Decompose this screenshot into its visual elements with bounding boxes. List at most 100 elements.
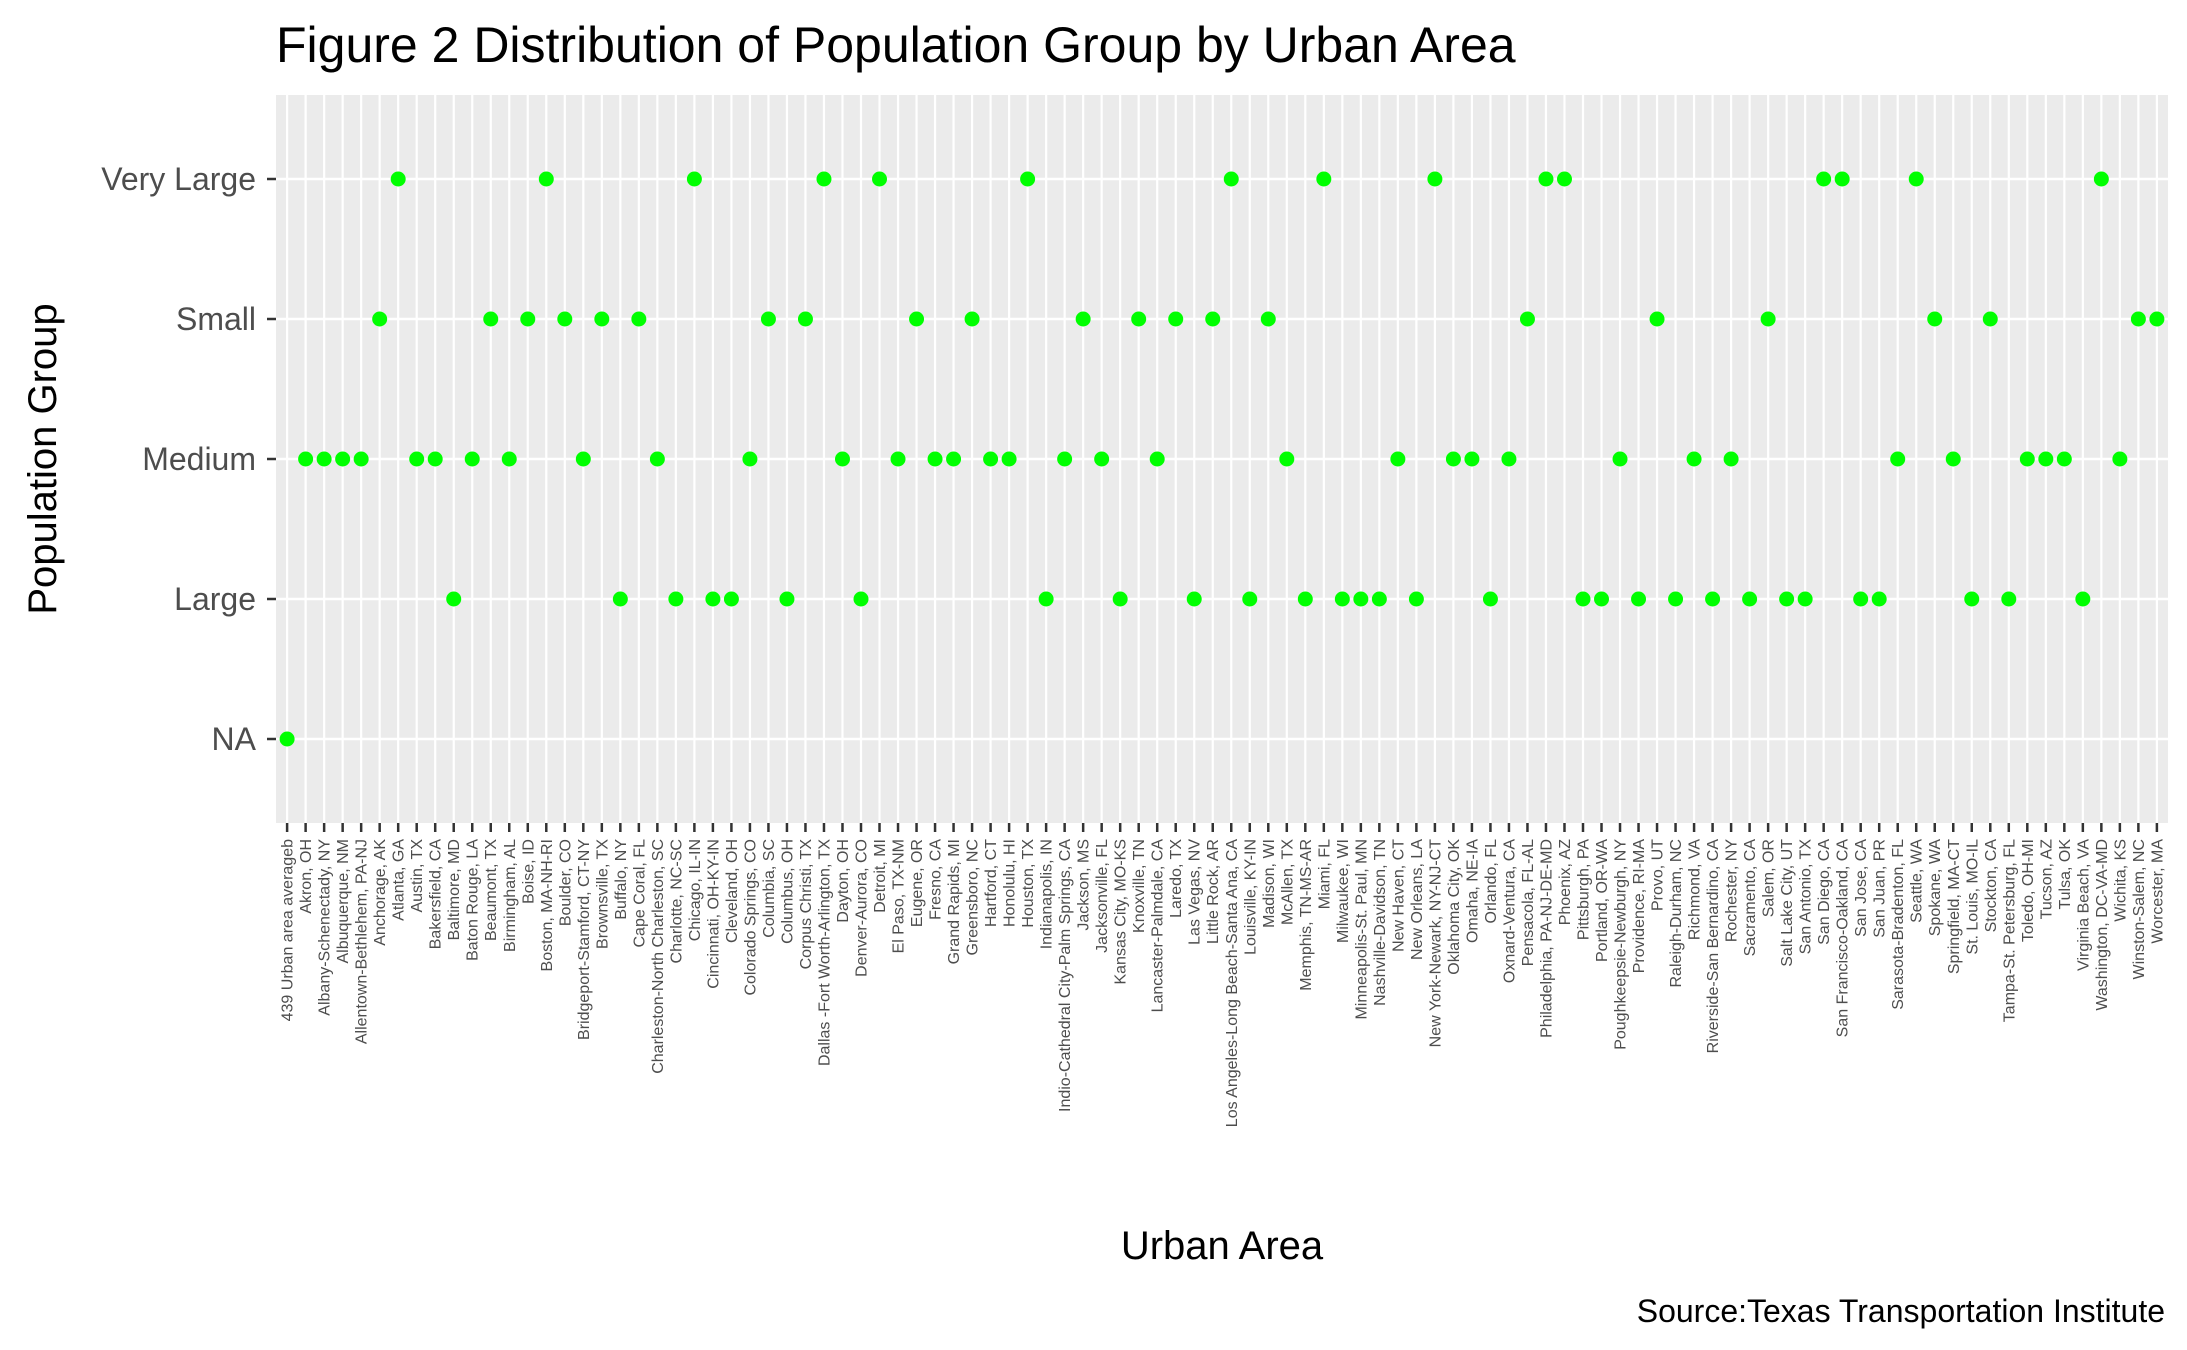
data-point	[1353, 591, 1369, 607]
data-point	[946, 451, 962, 467]
data-point	[853, 591, 869, 607]
data-point	[279, 731, 295, 747]
x-tick-label: Boulder, CO	[557, 839, 574, 926]
x-tick-label: Orlando, FL	[1483, 839, 1500, 924]
x-tick-label: Austin, TX	[409, 839, 426, 913]
data-point	[446, 591, 462, 607]
x-tick-label: Corpus Christi, TX	[798, 839, 815, 970]
x-tick-label: Akron, OH	[298, 839, 315, 914]
data-point	[631, 311, 647, 327]
x-tick-label: Memphis, TN-MS-AR	[1298, 839, 1315, 991]
data-point	[1390, 451, 1406, 467]
x-tick-label: Washington, DC-VA-MD	[2094, 839, 2111, 1011]
x-tick-label: New Haven, CT	[1390, 839, 1407, 952]
y-tick-label: Small	[176, 301, 256, 337]
x-tick-label: Boston, MA-NH-RI	[539, 839, 556, 971]
data-point	[1316, 171, 1332, 187]
x-tick-label: Richmond, VA	[1687, 839, 1704, 940]
x-tick-label: Sarasota-Bradenton, FL	[1890, 839, 1907, 1010]
data-point	[1094, 451, 1110, 467]
y-tick-label: Large	[174, 581, 256, 617]
x-tick-label: Indio-Cathedral City-Palm Springs, CA	[1057, 839, 1074, 1112]
x-tick-label: Philadelphia, PA-NJ-DE-MD	[1538, 839, 1555, 1038]
x-tick-label: Spokane, WA	[1927, 839, 1944, 937]
data-point	[1575, 591, 1591, 607]
x-tick-label: Eugene, OR	[909, 839, 926, 927]
x-axis-title: Urban Area	[1121, 1224, 1324, 1268]
data-points	[279, 171, 2165, 747]
data-point	[2130, 311, 2146, 327]
x-tick-label: Oxnard-Ventura, CA	[1501, 839, 1518, 983]
data-point	[353, 451, 369, 467]
data-point	[2056, 451, 2072, 467]
data-point	[1149, 451, 1165, 467]
x-tick-label: Allentown-Bethlehem, PA-NJ	[354, 839, 371, 1044]
x-tick-label: Salem, OR	[1761, 839, 1778, 917]
chart-title: Figure 2 Distribution of Population Grou…	[276, 17, 1516, 73]
data-point	[1223, 171, 1239, 187]
data-point	[1797, 591, 1813, 607]
x-tick-label: Indianapolis, IN	[1039, 839, 1056, 949]
data-point	[1038, 591, 1054, 607]
x-tick-label: Seattle, WA	[1909, 839, 1926, 923]
x-tick-label: Bakersfield, CA	[428, 839, 445, 950]
data-point	[1705, 591, 1721, 607]
x-tick-label: San Diego, CA	[1816, 839, 1833, 945]
data-point	[1686, 451, 1702, 467]
data-point	[964, 311, 980, 327]
x-tick-label: Baltimore, MD	[446, 839, 463, 940]
x-tick-label: Springfield, MA-CT	[1946, 839, 1963, 974]
data-point	[2038, 451, 2054, 467]
data-point	[1205, 311, 1221, 327]
x-tick-label: Dayton, OH	[835, 839, 852, 923]
data-point	[1131, 311, 1147, 327]
data-point	[834, 451, 850, 467]
x-tick-label: Charlotte, NC-SC	[668, 839, 685, 963]
data-point	[1723, 451, 1739, 467]
data-point	[742, 451, 758, 467]
data-point	[1649, 311, 1665, 327]
data-point	[298, 451, 314, 467]
x-tick-label: Cleveland, OH	[724, 839, 741, 943]
x-tick-label: Poughkeepsie-Newburgh, NY	[1613, 839, 1630, 1050]
x-tick-label: Pensacola, FL-AL	[1520, 839, 1537, 966]
data-point	[1001, 451, 1017, 467]
x-tick-label: San Juan, PR	[1872, 839, 1889, 938]
x-tick-label: Virginia Beach, VA	[2075, 839, 2092, 971]
x-tick-label: New Orleans, LA	[1409, 839, 1426, 960]
data-point	[520, 311, 536, 327]
data-point	[575, 451, 591, 467]
data-point	[1501, 451, 1517, 467]
data-point	[1668, 591, 1684, 607]
x-tick-label: Charleston-North Charleston, SC	[650, 839, 667, 1074]
data-point	[1538, 171, 1554, 187]
data-point	[1853, 591, 1869, 607]
x-tick-label: Greensboro, NC	[965, 839, 982, 956]
data-point	[2112, 451, 2128, 467]
x-tick-label: Tulsa, OK	[2057, 839, 2074, 910]
x-tick-label: Riverside-San Bernardino, CA	[1705, 839, 1722, 1054]
x-tick-label: McAllen, TX	[1279, 839, 1296, 925]
data-point	[2001, 591, 2017, 607]
x-tick-label: Nashville-Davidson, TN	[1372, 839, 1389, 1006]
y-axis: NA Large Medium Small Very Large	[101, 161, 276, 757]
data-point	[779, 591, 795, 607]
data-point	[557, 311, 573, 327]
x-tick-label: San Jose, CA	[1853, 839, 1870, 937]
x-tick-label: St. Louis, MO-IL	[1964, 839, 1981, 955]
x-tick-label: Providence, RI-MA	[1631, 839, 1648, 974]
grid-lines	[276, 95, 2168, 823]
x-tick-label: Louisville, KY-IN	[1242, 839, 1259, 955]
data-point	[1631, 591, 1647, 607]
data-point	[1519, 311, 1535, 327]
data-point	[723, 591, 739, 607]
x-tick-label: Minneapolis-St. Paul, MN	[1353, 839, 1370, 1020]
x-tick-label: Portland, OR-WA	[1594, 839, 1611, 962]
data-point	[2093, 171, 2109, 187]
data-point	[1816, 171, 1832, 187]
data-point	[1445, 451, 1461, 467]
x-tick-label: Tucson, AZ	[2038, 839, 2055, 920]
data-point	[2019, 451, 2035, 467]
data-point	[335, 451, 351, 467]
